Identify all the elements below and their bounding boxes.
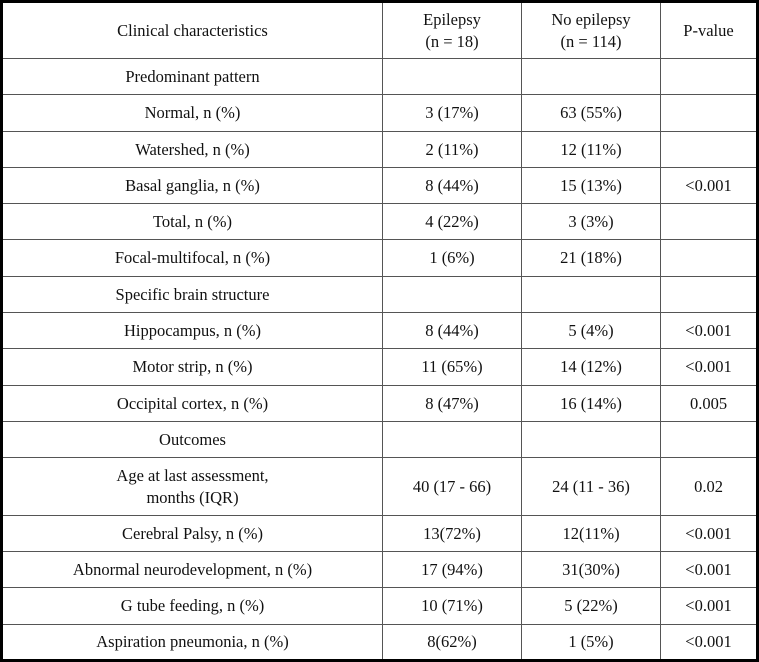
no-epilepsy-value-cell: 31(30%) [521, 551, 661, 589]
table-row: Total, n (%) 4 (22%) 3 (3%) [1, 203, 758, 241]
row-label-cell: Motor strip, n (%) [1, 348, 383, 386]
table-row: Aspiration pneumonia, n (%) 8(62%) 1 (5%… [1, 623, 758, 662]
no-epilepsy-value-cell: 1 (5%) [521, 623, 661, 662]
section-row: Specific brain structure [1, 275, 758, 314]
table-row: Hippocampus, n (%) 8 (44%) 5 (4%) <0.001 [1, 312, 758, 350]
p-value-cell [660, 94, 758, 132]
p-value-cell [660, 420, 758, 459]
row-label-cell: Specific brain structure [1, 275, 383, 314]
header-epilepsy: Epilepsy (n = 18) [382, 1, 522, 59]
p-value-cell: <0.001 [660, 551, 758, 589]
row-label-cell: G tube feeding, n (%) [1, 587, 383, 625]
epilepsy-value-cell: 1 (6%) [382, 239, 522, 277]
epilepsy-value-cell: 8 (44%) [382, 166, 522, 205]
p-value-cell [660, 239, 758, 277]
p-value-cell: <0.001 [660, 348, 758, 386]
section-row: Predominant pattern [1, 57, 758, 96]
epilepsy-value-cell: 13(72%) [382, 514, 522, 553]
no-epilepsy-value-cell [521, 57, 661, 96]
p-value-cell [660, 130, 758, 168]
epilepsy-value-cell: 8 (47%) [382, 384, 522, 422]
table-row: Age at last assessment, months (IQR) 40 … [1, 457, 758, 516]
row-label-cell: Occipital cortex, n (%) [1, 384, 383, 422]
table-row: Cerebral Palsy, n (%) 13(72%) 12(11%) <0… [1, 514, 758, 553]
row-label-cell: Predominant pattern [1, 57, 383, 96]
row-label-cell: Total, n (%) [1, 203, 383, 241]
row-label-cell: Hippocampus, n (%) [1, 312, 383, 350]
header-clinical-characteristics: Clinical characteristics [1, 1, 383, 59]
epilepsy-value-cell: 2 (11%) [382, 130, 522, 168]
row-label-cell: Aspiration pneumonia, n (%) [1, 623, 383, 662]
epilepsy-value-cell: 10 (71%) [382, 587, 522, 625]
no-epilepsy-value-cell: 5 (4%) [521, 312, 661, 350]
row-label-cell: Normal, n (%) [1, 94, 383, 132]
row-label-cell: Focal-multifocal, n (%) [1, 239, 383, 277]
no-epilepsy-value-cell: 5 (22%) [521, 587, 661, 625]
p-value-cell [660, 203, 758, 241]
p-value-cell [660, 275, 758, 314]
epilepsy-value-cell: 17 (94%) [382, 551, 522, 589]
p-value-cell [660, 57, 758, 96]
epilepsy-value-cell: 11 (65%) [382, 348, 522, 386]
table-row: Occipital cortex, n (%) 8 (47%) 16 (14%)… [1, 384, 758, 422]
table-row: G tube feeding, n (%) 10 (71%) 5 (22%) <… [1, 587, 758, 625]
p-value-cell: <0.001 [660, 623, 758, 662]
no-epilepsy-value-cell: 12(11%) [521, 514, 661, 553]
epilepsy-value-cell [382, 275, 522, 314]
p-value-cell: <0.001 [660, 312, 758, 350]
no-epilepsy-value-cell: 15 (13%) [521, 166, 661, 205]
table-body: Predominant pattern Normal, n (%) 3 (17%… [1, 57, 758, 662]
row-label-cell: Outcomes [1, 420, 383, 459]
row-label-cell: Watershed, n (%) [1, 130, 383, 168]
row-label-cell: Cerebral Palsy, n (%) [1, 514, 383, 553]
row-label-cell: Basal ganglia, n (%) [1, 166, 383, 205]
epilepsy-value-cell: 8(62%) [382, 623, 522, 662]
row-label-cell: Abnormal neurodevelopment, n (%) [1, 551, 383, 589]
row-label-cell: Age at last assessment, months (IQR) [1, 457, 383, 516]
header-p-value: P-value [660, 1, 758, 59]
table-header-row: Clinical characteristics Epilepsy (n = 1… [1, 1, 758, 59]
table-row: Motor strip, n (%) 11 (65%) 14 (12%) <0.… [1, 348, 758, 386]
header-no-epilepsy: No epilepsy (n = 114) [521, 1, 661, 59]
no-epilepsy-value-cell: 24 (11 - 36) [521, 457, 661, 516]
p-value-cell: <0.001 [660, 514, 758, 553]
no-epilepsy-value-cell: 21 (18%) [521, 239, 661, 277]
epilepsy-value-cell: 4 (22%) [382, 203, 522, 241]
p-value-cell: <0.001 [660, 166, 758, 205]
p-value-cell: 0.005 [660, 384, 758, 422]
no-epilepsy-value-cell: 63 (55%) [521, 94, 661, 132]
table-row: Watershed, n (%) 2 (11%) 12 (11%) [1, 130, 758, 168]
epilepsy-value-cell: 3 (17%) [382, 94, 522, 132]
no-epilepsy-value-cell: 14 (12%) [521, 348, 661, 386]
no-epilepsy-value-cell: 3 (3%) [521, 203, 661, 241]
epilepsy-value-cell [382, 57, 522, 96]
no-epilepsy-value-cell: 12 (11%) [521, 130, 661, 168]
epilepsy-value-cell [382, 420, 522, 459]
no-epilepsy-value-cell [521, 275, 661, 314]
epilepsy-value-cell: 8 (44%) [382, 312, 522, 350]
p-value-cell: 0.02 [660, 457, 758, 516]
section-row: Outcomes [1, 420, 758, 459]
no-epilepsy-value-cell: 16 (14%) [521, 384, 661, 422]
table-row: Focal-multifocal, n (%) 1 (6%) 21 (18%) [1, 239, 758, 277]
epilepsy-value-cell: 40 (17 - 66) [382, 457, 522, 516]
no-epilepsy-value-cell [521, 420, 661, 459]
table-row: Abnormal neurodevelopment, n (%) 17 (94%… [1, 551, 758, 589]
p-value-cell: <0.001 [660, 587, 758, 625]
table-row: Normal, n (%) 3 (17%) 63 (55%) [1, 94, 758, 132]
table-row: Basal ganglia, n (%) 8 (44%) 15 (13%) <0… [1, 166, 758, 205]
